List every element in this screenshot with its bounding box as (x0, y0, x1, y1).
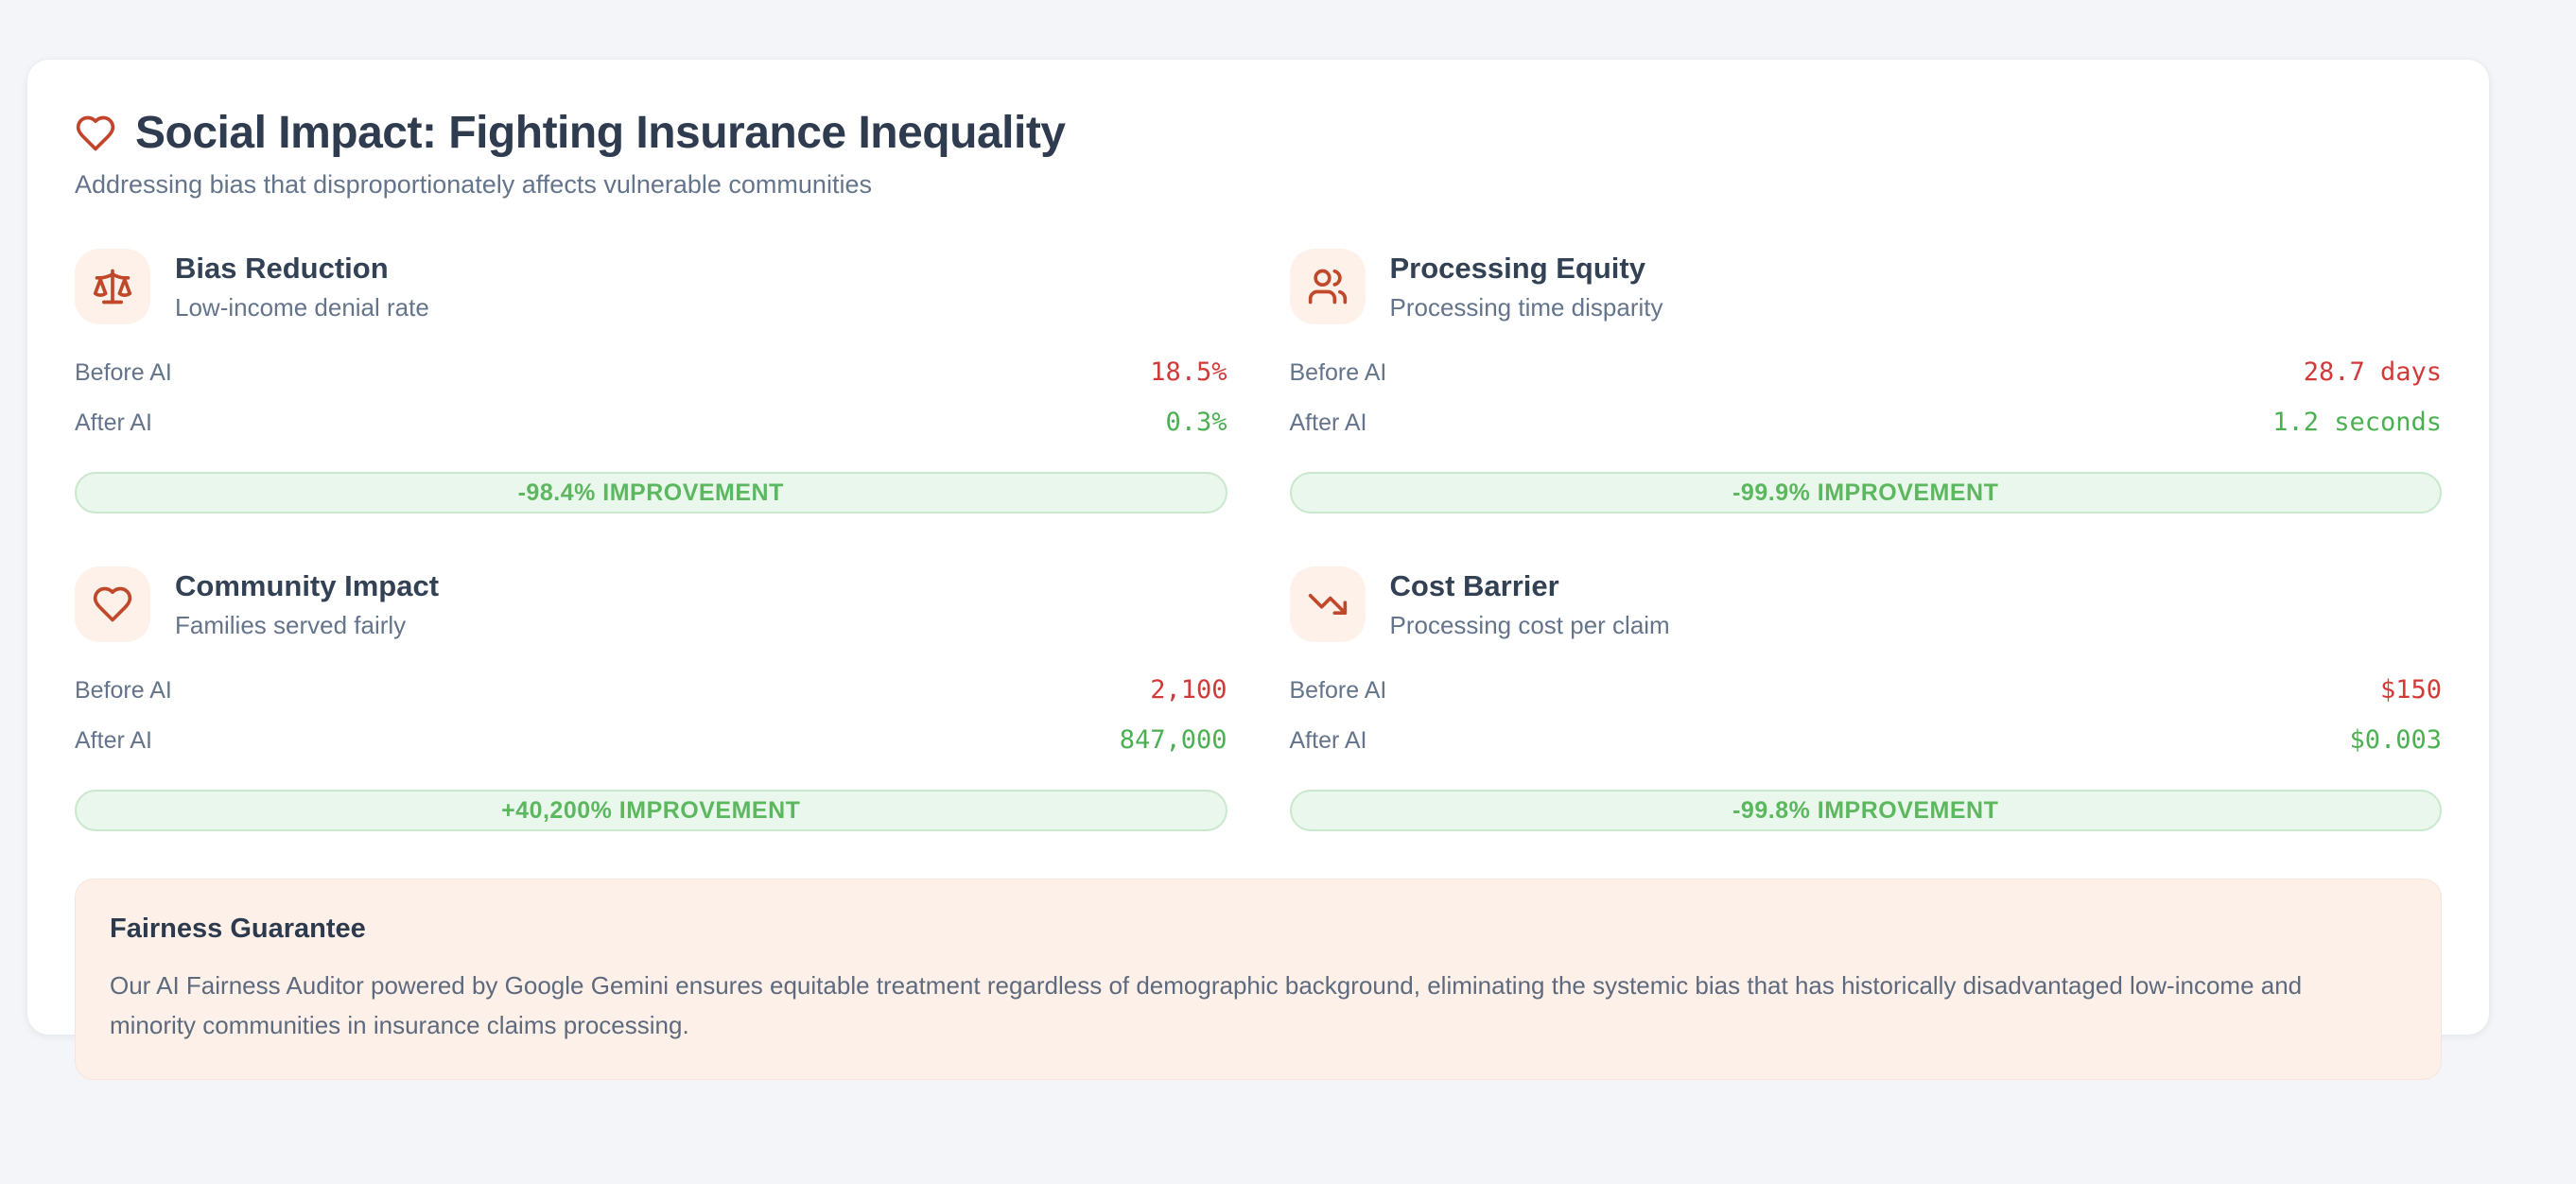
metric-header: Community Impact Families served fairly (75, 566, 1227, 642)
metric-title: Bias Reduction (175, 251, 389, 285)
heart-icon (75, 566, 150, 642)
before-ai-value: 2,100 (1150, 675, 1227, 705)
fairness-guarantee-title: Fairness Guarantee (110, 914, 366, 944)
metric-rows: Before AI 18.5% After AI 0.3% (75, 347, 1227, 447)
metric-subtitle: Families served fairly (175, 610, 407, 639)
improvement-badge: -99.8% IMPROVEMENT (1289, 790, 2442, 831)
metric-subtitle: Processing cost per claim (1389, 610, 1670, 639)
after-ai-value: 0.3% (1165, 408, 1227, 437)
before-ai-label: Before AI (1289, 677, 1387, 704)
before-ai-row: Before AI 28.7 days (1290, 347, 2443, 397)
before-ai-row: Before AI 2,100 (75, 665, 1227, 715)
before-ai-label: Before AI (75, 359, 172, 386)
before-ai-label: Before AI (1289, 359, 1387, 386)
before-ai-row: Before AI $150 (1290, 665, 2443, 715)
before-ai-row: Before AI 18.5% (75, 347, 1227, 397)
metric-header: Processing Equity Processing time dispar… (1289, 249, 2443, 324)
metric-header: Cost Barrier Processing cost per claim (1289, 566, 2443, 642)
after-ai-row: After AI $0.003 (1290, 715, 2443, 765)
scale-icon (75, 249, 150, 324)
metric-title: Processing Equity (1389, 251, 1645, 285)
metric-card-processing-equity: Processing Equity Processing time dispar… (1289, 249, 2443, 514)
metric-card-cost-barrier: Cost Barrier Processing cost per claim B… (1289, 566, 2443, 831)
improvement-badge: -98.4% IMPROVEMENT (75, 472, 1227, 514)
before-ai-value: $150 (2379, 675, 2442, 705)
before-ai-value: 28.7 days (2303, 357, 2442, 387)
metric-title: Cost Barrier (1389, 568, 1559, 602)
metric-rows: Before AI 28.7 days After AI 1.2 seconds (1290, 347, 2443, 447)
metrics-grid: Bias Reduction Low-income denial rate Be… (75, 249, 2442, 831)
metric-subtitle: Processing time disparity (1389, 292, 1663, 322)
improvement-badge: -99.9% IMPROVEMENT (1289, 472, 2442, 514)
after-ai-value: 1.2 seconds (2272, 408, 2442, 437)
metric-rows: Before AI 2,100 After AI 847,000 (75, 665, 1227, 765)
after-ai-row: After AI 847,000 (75, 715, 1227, 765)
heart-icon (75, 113, 116, 154)
after-ai-label: After AI (75, 409, 152, 436)
metric-title: Community Impact (175, 568, 440, 602)
after-ai-value: 847,000 (1119, 725, 1227, 755)
after-ai-row: After AI 1.2 seconds (1290, 397, 2443, 447)
improvement-badge: +40,200% IMPROVEMENT (75, 790, 1227, 831)
after-ai-row: After AI 0.3% (75, 397, 1227, 447)
after-ai-label: After AI (75, 727, 152, 754)
users-icon (1289, 249, 1366, 324)
after-ai-label: After AI (1289, 409, 1367, 436)
metric-card-community-impact: Community Impact Families served fairly … (75, 566, 1227, 831)
after-ai-value: $0.003 (2349, 725, 2442, 755)
page-title: Social Impact: Fighting Insurance Inequa… (135, 108, 1066, 158)
panel-header: Social Impact: Fighting Insurance Inequa… (75, 107, 2442, 159)
social-impact-panel: Social Impact: Fighting Insurance Inequa… (26, 59, 2490, 1080)
metric-subtitle: Low-income denial rate (175, 292, 429, 322)
fairness-guarantee-box: Fairness Guarantee Our AI Fairness Audit… (75, 879, 2442, 1080)
metric-header: Bias Reduction Low-income denial rate (75, 249, 1227, 324)
trending-down-icon (1289, 566, 1366, 642)
before-ai-value: 18.5% (1150, 357, 1227, 387)
after-ai-label: After AI (1289, 727, 1367, 754)
before-ai-label: Before AI (75, 677, 172, 704)
metric-card-bias-reduction: Bias Reduction Low-income denial rate Be… (75, 249, 1227, 514)
metric-rows: Before AI $150 After AI $0.003 (1290, 665, 2443, 765)
fairness-guarantee-body: Our AI Fairness Auditor powered by Googl… (110, 971, 2303, 1039)
page-subtitle: Addressing bias that disproportionately … (75, 170, 872, 199)
